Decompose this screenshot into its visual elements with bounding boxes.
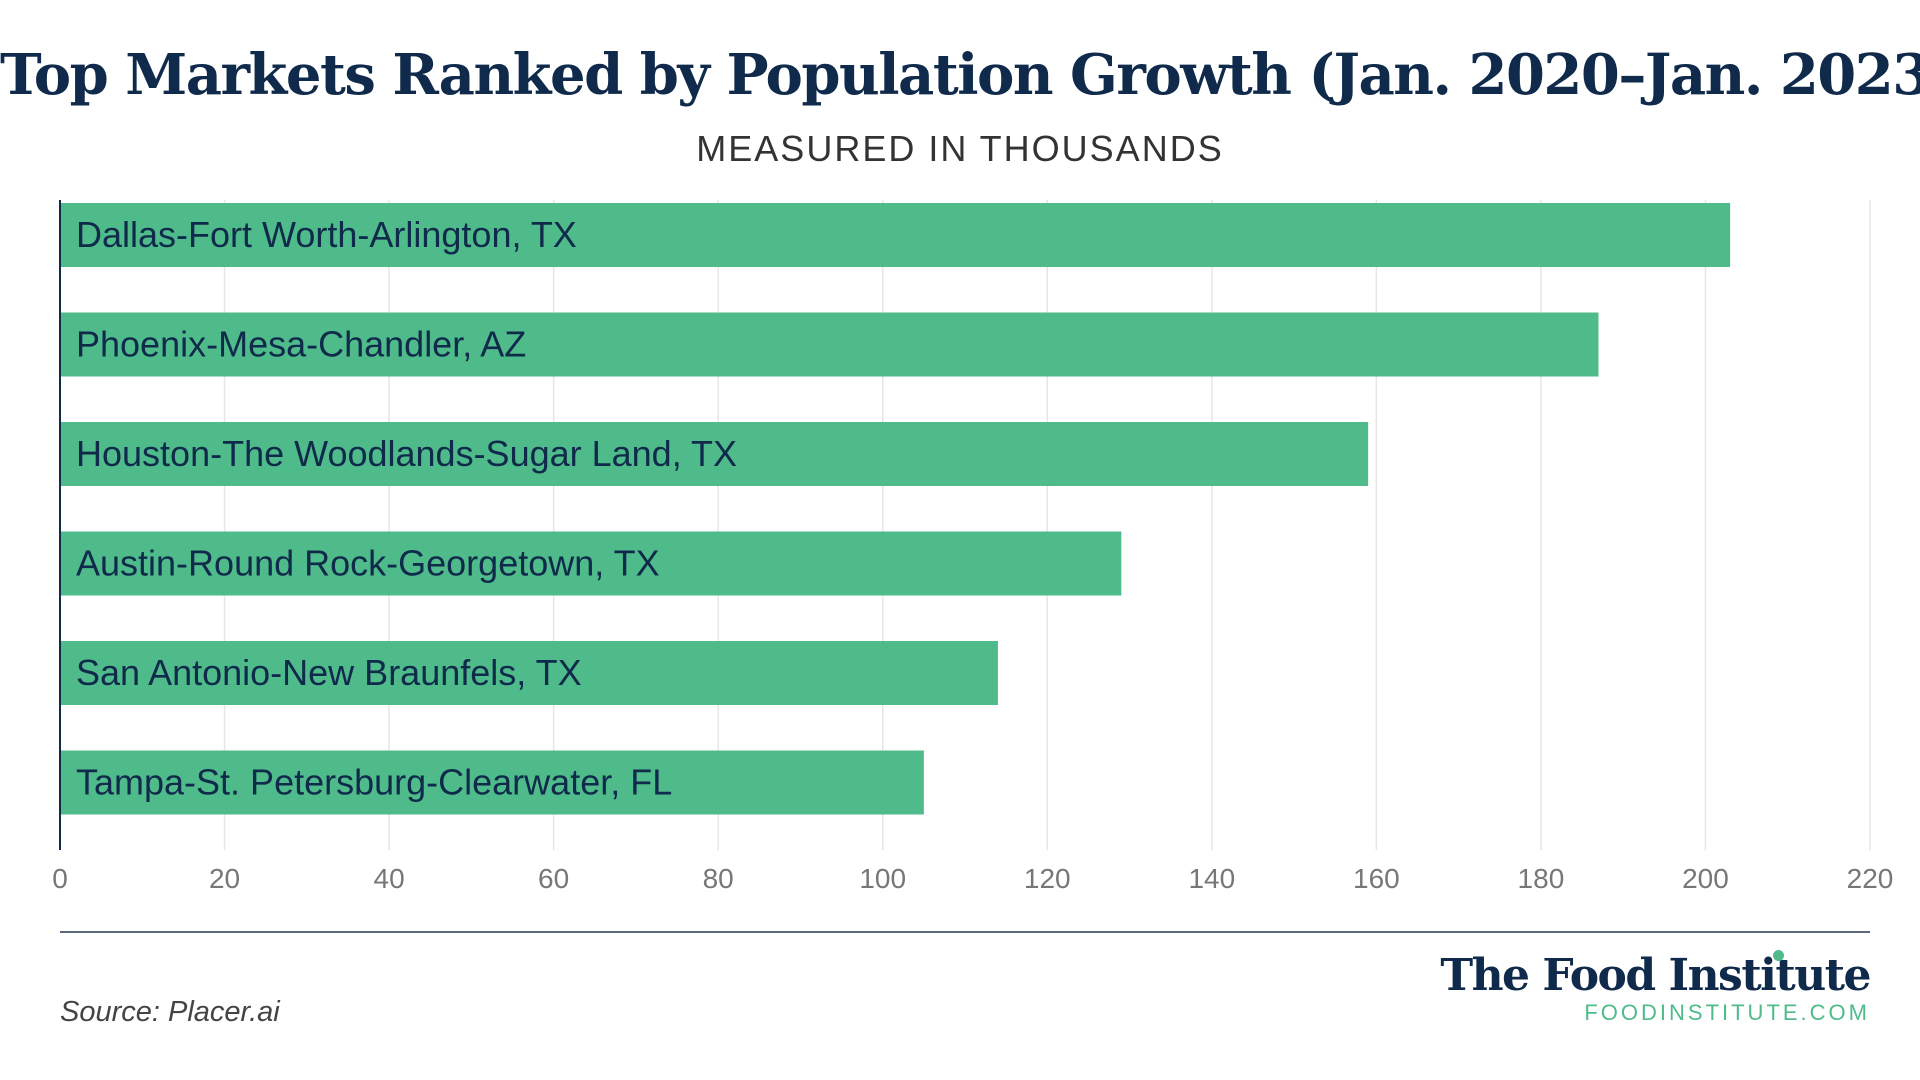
- x-tick-label: 200: [1682, 863, 1729, 894]
- bar-category-label: Dallas-Fort Worth-Arlington, TX: [76, 214, 577, 255]
- x-tick-label: 0: [52, 863, 68, 894]
- source-note: Source: Placer.ai: [60, 996, 280, 1028]
- x-tick-label: 100: [859, 863, 906, 894]
- bar-chart: Dallas-Fort Worth-Arlington, TX Phoenix-M…: [52, 200, 1893, 894]
- x-tick-label: 60: [538, 863, 569, 894]
- bar: [60, 422, 1369, 486]
- x-tick-label: 20: [209, 863, 240, 894]
- brand-url: FOODINSTITUTE.COM: [1584, 1000, 1870, 1026]
- bar: [60, 641, 998, 705]
- bar-layer: Dallas-Fort Worth-Arlington, TX Phoenix-M…: [60, 203, 1731, 815]
- x-tick-label: 160: [1353, 863, 1400, 894]
- bar-category-label: San Antonio-New Braunfels, TX: [76, 652, 582, 693]
- x-tick-label: 220: [1847, 863, 1894, 894]
- brand-name: The Food Institute: [1440, 950, 1871, 1001]
- grid-layer: [223, 200, 1871, 850]
- x-tick-label: 180: [1518, 863, 1565, 894]
- brand-dot: [1773, 950, 1784, 961]
- bar-category-label: Houston-The Woodlands-Sugar Land, TX: [76, 433, 737, 474]
- chart-subtitle: MEASURED IN THOUSANDS: [696, 128, 1224, 169]
- chart-title: Top Markets Ranked by Population Growth …: [0, 42, 1920, 108]
- footer-divider: [60, 931, 1870, 933]
- x-tick-label: 120: [1024, 863, 1071, 894]
- bar: [60, 203, 1731, 267]
- bar: [60, 312, 1599, 377]
- bar: [60, 531, 1122, 596]
- x-tick-label: 80: [703, 863, 734, 894]
- bar-category-label: Austin-Round Rock-Georgetown, TX: [76, 543, 660, 584]
- axis-layer: 0 20 40 60 80 100 120 140 160 180 200 220: [52, 200, 1893, 894]
- x-tick-label: 40: [374, 863, 405, 894]
- bar-category-label: Tampa-St. Petersburg-Clearwater, FL: [76, 762, 672, 803]
- x-tick-label: 140: [1188, 863, 1235, 894]
- brand-logo: The Food Institute FOODINSTITUTE.COM: [1440, 950, 1871, 1026]
- bar: [60, 750, 924, 815]
- bar-category-label: Phoenix-Mesa-Chandler, AZ: [76, 324, 526, 365]
